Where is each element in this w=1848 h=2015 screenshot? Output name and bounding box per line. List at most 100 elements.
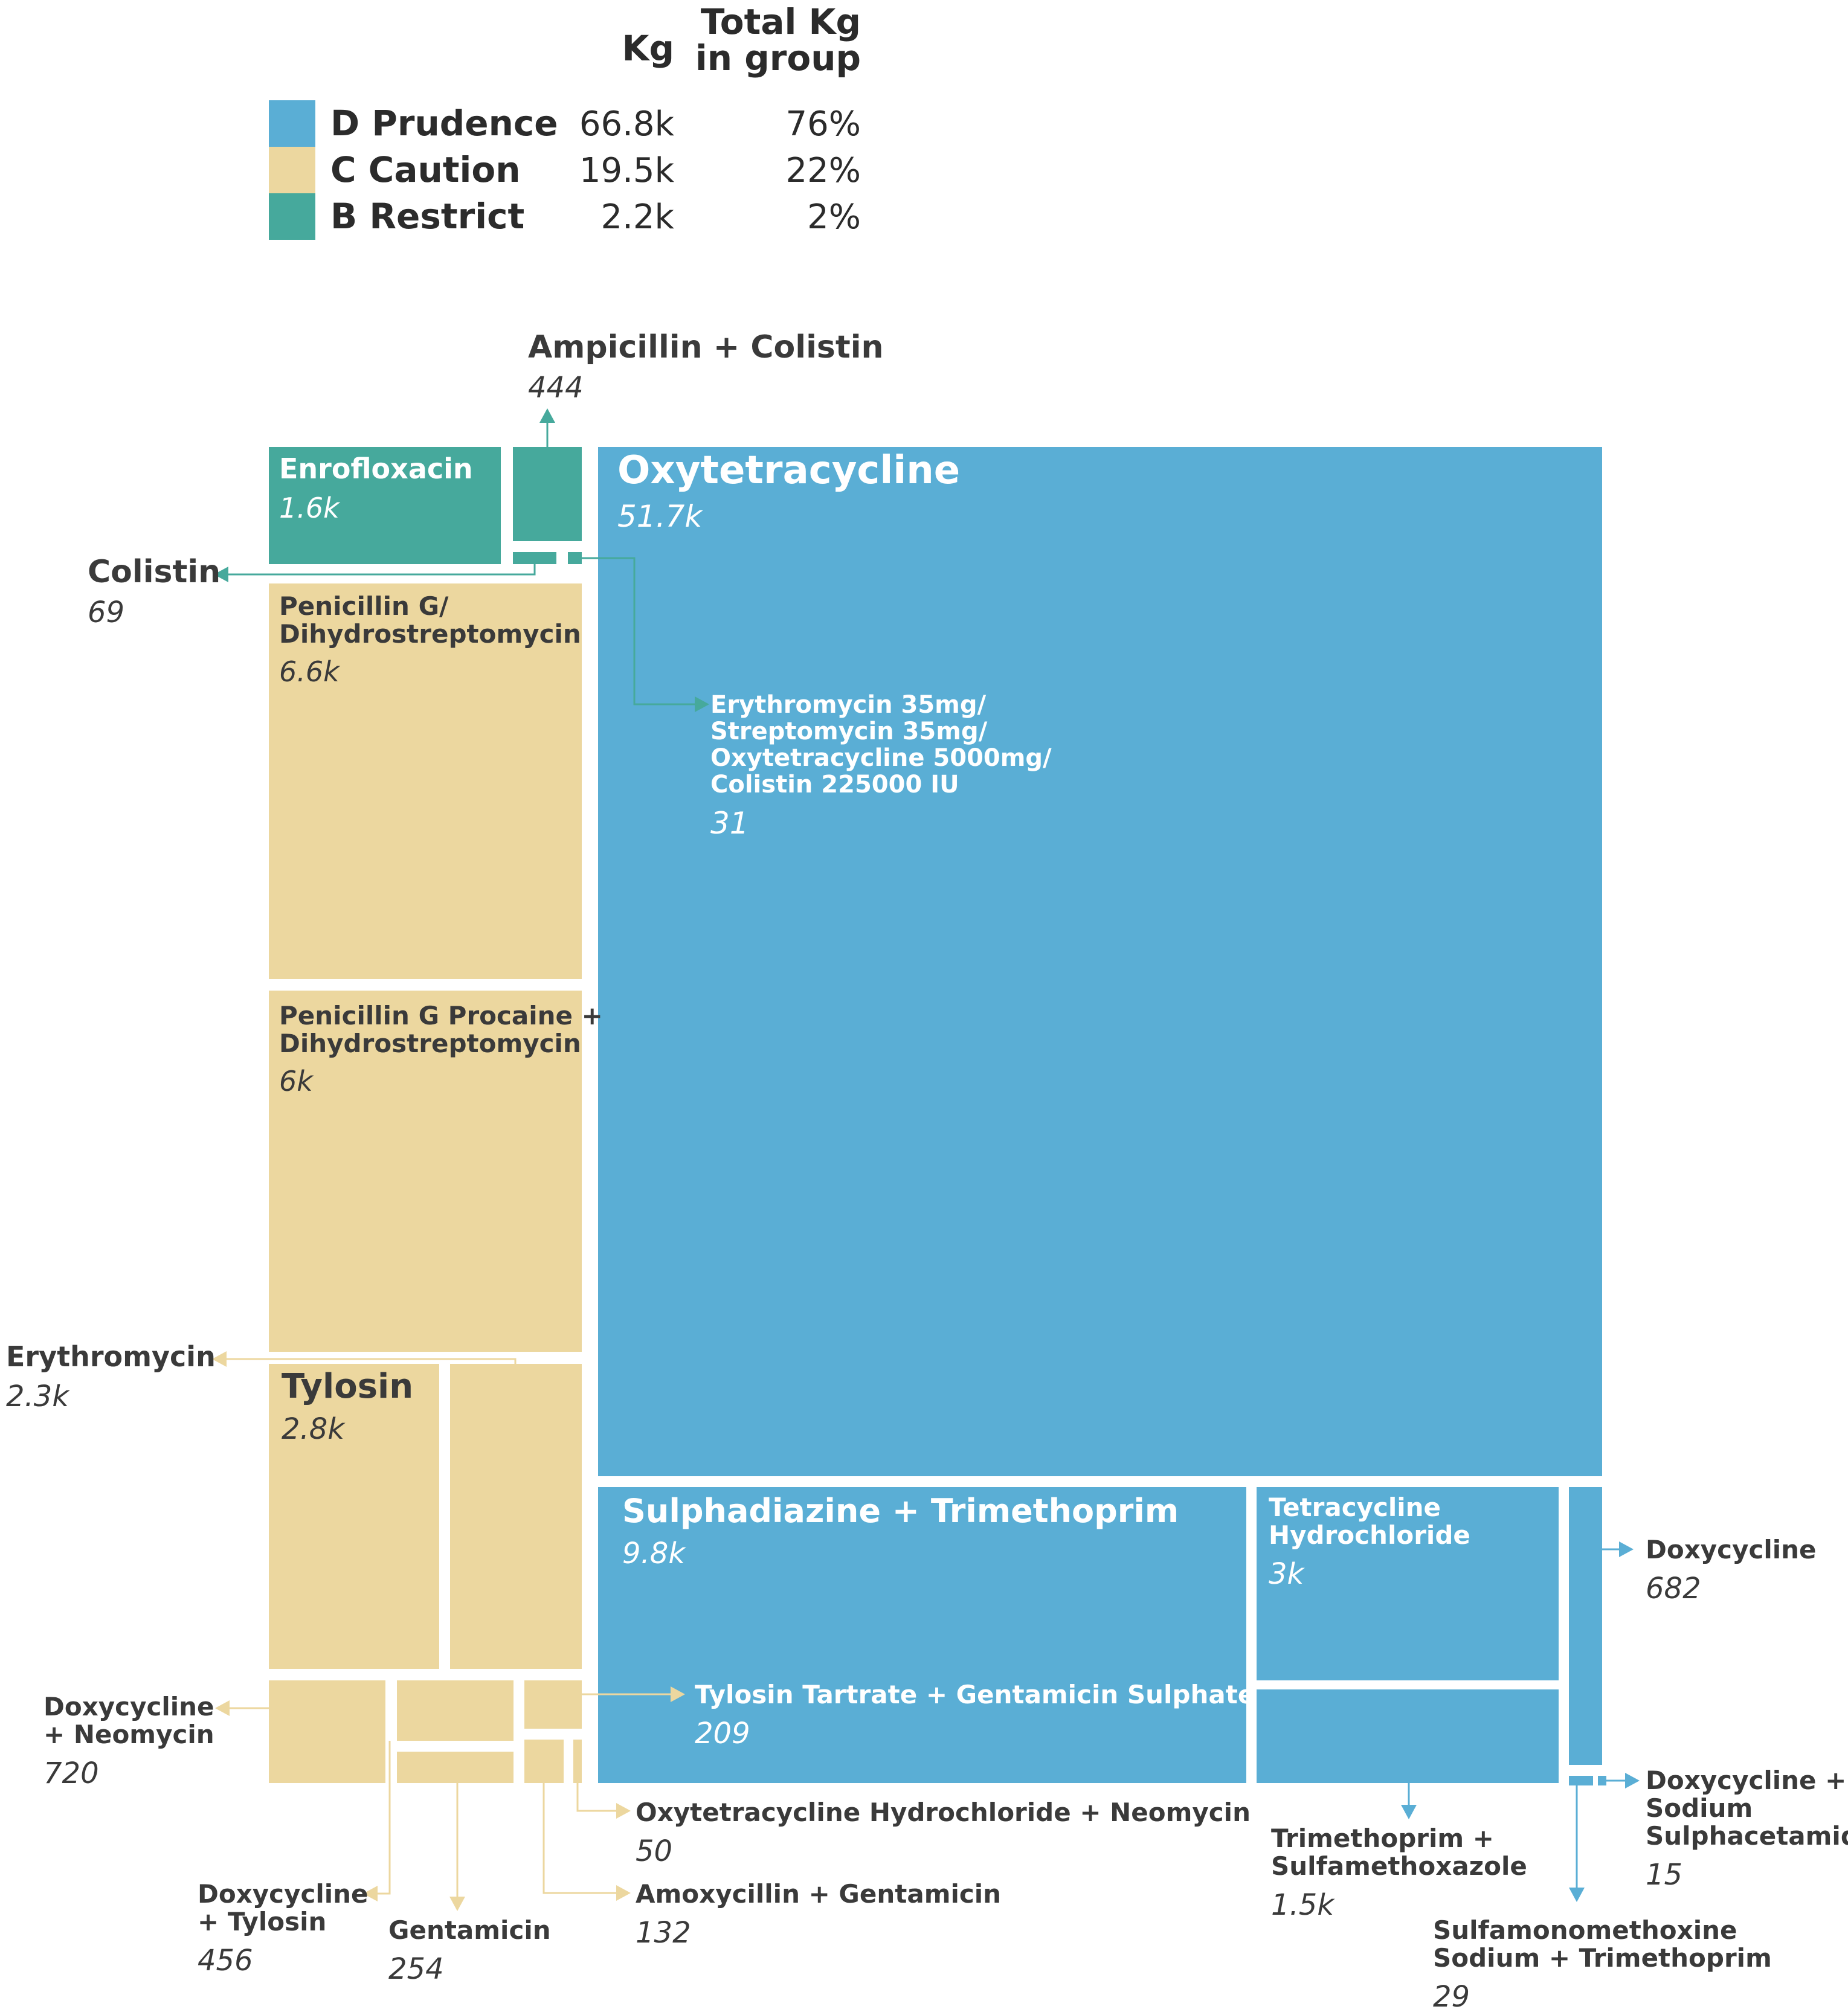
rect-enrofloxacin (269, 447, 501, 564)
erythromycin-value: 2.3k (6, 1380, 70, 1413)
sulfamonomethoxine-label-line-2: Sodium + Trimethoprim (1433, 1943, 1772, 1973)
leader-erythromycin-combo (582, 557, 695, 705)
rect-doxycycline-sodium-sulphacetamide (1598, 1776, 1606, 1785)
leader-oxytetracycline-hcl-neomycin (576, 1783, 616, 1812)
oxytetracycline-label-line-1: Oxytetracycline (617, 448, 960, 493)
rect-penicillin-g-procaine (269, 991, 582, 1352)
penicillin-g-dihydrostreptomycin-label-line-1: Penicillin G/ (279, 591, 449, 621)
tetracycline-hydrochloride-value: 3k (1269, 1557, 1306, 1591)
arrow-amoxycillin-gentamicin (616, 1885, 631, 1901)
rect-tylosin-tartrate-gentamicin-c (524, 1680, 582, 1729)
doxycycline-sodium-sulphacetamide-label-line-3: Sulphacetamide (1646, 1821, 1848, 1851)
arrow-sulfamonomethoxine (1569, 1888, 1585, 1902)
doxycycline-neomycin-label-line-1: Doxycycline (43, 1692, 214, 1721)
erythromycin-combo-label-line-3: Oxytetracycline 5000mg/ (710, 744, 1052, 772)
legend-label-D: D Prudence (330, 103, 558, 144)
trimethoprim-sulfamethoxazole-value: 1.5k (1271, 1888, 1335, 1922)
oxytetracycline-value: 51.7k (617, 499, 703, 534)
arrow-erythromycin (212, 1351, 227, 1367)
legend-swatch-C (269, 147, 315, 193)
enrofloxacin-value: 1.6k (279, 492, 341, 524)
leader-amoxycillin-gentamicin (542, 1783, 616, 1894)
leader-erythromycin (227, 1358, 517, 1364)
rect-b-small (568, 552, 582, 564)
sulphadiazine-trimethoprim-label-line-1: Sulphadiazine + Trimethoprim (622, 1492, 1179, 1530)
doxycycline-sodium-sulphacetamide-label-line-1: Doxycycline + (1646, 1766, 1846, 1795)
rect-colistin (513, 552, 556, 564)
arrow-doxycycline-sodium-sulphacetamide (1625, 1773, 1640, 1788)
legend-swatch-D (269, 100, 315, 147)
arrow-doxycycline-neomycin (215, 1700, 230, 1716)
legend-header-total-line-1: Total Kg (701, 1, 861, 42)
arrow-gentamicin (449, 1897, 465, 1911)
legend-header-kg: Kg (622, 28, 674, 69)
legend-pct-B: 2% (807, 198, 861, 237)
legend-swatch-B (269, 193, 315, 240)
arrow-oxytetracycline-hcl-neomycin (616, 1803, 631, 1819)
rect-trimethoprim-sulfamethoxazole (1257, 1689, 1559, 1783)
legend-label-C: C Caution (330, 149, 521, 190)
tylosin-value: 2.8k (282, 1412, 346, 1446)
doxycycline-tylosin-label-line-2: + Tylosin (198, 1907, 326, 1936)
erythromycin-combo-label-line-4: Colistin 225000 IU (710, 771, 959, 799)
erythromycin-combo-label-line-2: Streptomycin 35mg/ (710, 718, 988, 745)
doxycycline-tylosin-label-line-1: Doxycycline (198, 1879, 369, 1909)
legend-label-B: B Restrict (330, 196, 524, 237)
arrow-tylosin-tartrate-gentamicin (671, 1686, 685, 1702)
doxycycline-sodium-sulphacetamide-label-line-2: Sodium (1646, 1793, 1753, 1823)
doxycycline-tylosin-value: 456 (198, 1944, 253, 1978)
rect-sulphadiazine-trimethoprim (598, 1487, 1246, 1783)
gentamicin-value: 254 (388, 1952, 444, 1986)
colistin-value: 69 (88, 596, 124, 629)
arrow-doxycycline-tylosin (363, 1886, 378, 1901)
penicillin-g-procaine-value: 6k (279, 1065, 314, 1097)
erythromycin-combo-value: 31 (710, 806, 749, 841)
doxycycline-value: 682 (1646, 1572, 1701, 1605)
ampicillin-colistin-value: 444 (528, 371, 584, 405)
ampicillin-colistin-label-line-1: Ampicillin + Colistin (528, 329, 884, 365)
rect-erythromycin (450, 1364, 582, 1669)
oxytetracycline-hcl-neomycin-value: 50 (636, 1834, 672, 1868)
erythromycin-label-line-1: Erythromycin (6, 1340, 216, 1373)
tylosin-label-line-1: Tylosin (282, 1367, 413, 1406)
erythromycin-combo-label-line-1: Erythromycin 35mg/ (710, 691, 986, 719)
tetracycline-hydrochloride-label-line-2: Hydrochloride (1269, 1520, 1470, 1550)
doxycycline-sodium-sulphacetamide-value: 15 (1646, 1858, 1682, 1892)
leader-doxycycline-tylosin (378, 1741, 391, 1895)
enrofloxacin-label-line-1: Enrofloxacin (279, 452, 473, 485)
rect-ampicillin-colistin (513, 447, 582, 541)
arrow-doxycycline (1619, 1541, 1634, 1557)
sulfamonomethoxine-label-line-1: Sulfamonomethoxine (1433, 1915, 1737, 1945)
doxycycline-label-line-1: Doxycycline (1646, 1535, 1817, 1564)
rect-amoxycillin-gentamicin (524, 1740, 564, 1783)
rect-tylosin (269, 1364, 439, 1669)
rect-penicillin-g-dihydrostreptomycin (269, 583, 582, 979)
amoxycillin-gentamicin-label-line-1: Amoxycillin + Gentamicin (636, 1879, 1001, 1909)
oxytetracycline-hcl-neomycin-label-line-1: Oxytetracycline Hydrochloride + Neomycin (636, 1798, 1251, 1827)
legend-pct-C: 22% (786, 151, 861, 190)
trimethoprim-sulfamethoxazole-label-line-2: Sulfamethoxazole (1271, 1851, 1527, 1881)
legend-kg-B: 2.2k (601, 198, 675, 237)
tetracycline-hydrochloride-label-line-1: Tetracycline (1269, 1493, 1441, 1522)
sulphadiazine-trimethoprim-value: 9.8k (622, 1537, 686, 1570)
arrow-colistin (214, 567, 228, 582)
rect-doxycycline-neomycin (269, 1680, 385, 1783)
arrow-ampicillin-colistin (539, 408, 555, 423)
penicillin-g-dihydrostreptomycin-value: 6.6k (279, 655, 341, 688)
penicillin-g-procaine-label-line-1: Penicillin G Procaine + (279, 1001, 603, 1030)
leader-colistin (228, 564, 536, 576)
gentamicin-label-line-1: Gentamicin (388, 1915, 551, 1945)
legend-kg-D: 66.8k (579, 104, 675, 144)
rect-tetracycline-hydrochloride (1257, 1487, 1559, 1680)
sulfamonomethoxine-value: 29 (1433, 1980, 1470, 2014)
colistin-label-line-1: Colistin (88, 554, 221, 590)
arrow-trimethoprim-sulfamethoxazole (1401, 1805, 1417, 1819)
rect-oxytetracycline-hcl-neomycin (573, 1740, 582, 1783)
legend-pct-D: 76% (786, 104, 861, 144)
tylosin-tartrate-gentamicin-value: 209 (695, 1717, 750, 1750)
tylosin-tartrate-gentamicin-label-line-1: Tylosin Tartrate + Gentamicin Sulphate (695, 1680, 1255, 1709)
rect-oxytetracycline (598, 447, 1602, 1476)
trimethoprim-sulfamethoxazole-label-line-1: Trimethoprim + (1271, 1824, 1494, 1853)
doxycycline-neomycin-value: 720 (43, 1756, 99, 1790)
